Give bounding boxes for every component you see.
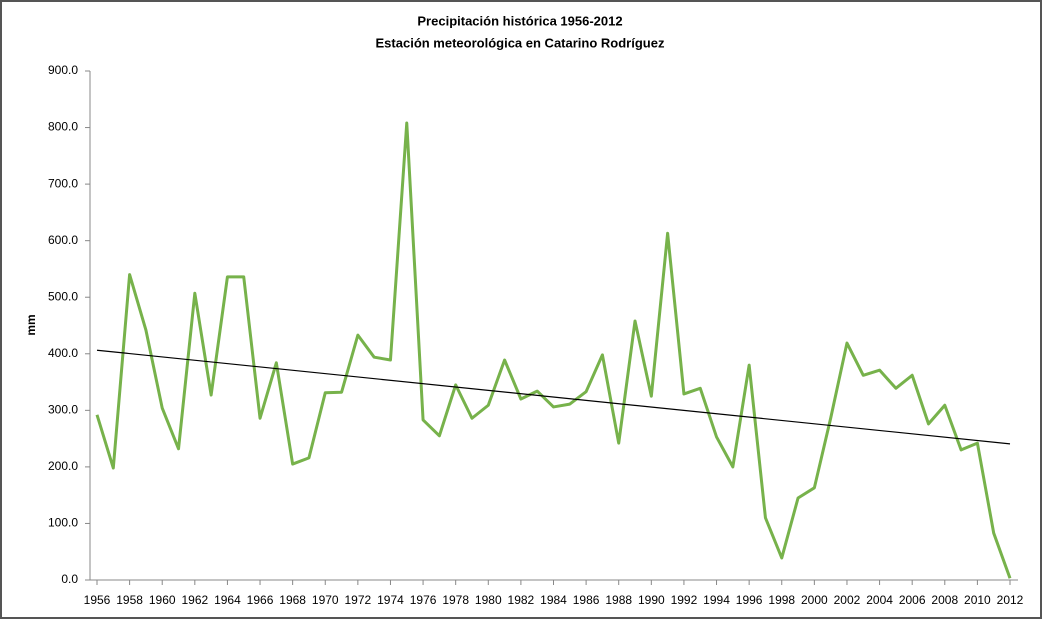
- y-tick-label: 300.0: [48, 403, 78, 417]
- x-tick-label: 2002: [834, 593, 861, 607]
- y-tick-label: 800.0: [48, 120, 78, 134]
- data-line: [95, 121, 1012, 579]
- x-tick-label: 1958: [116, 593, 143, 607]
- chart-title: Precipitación histórica 1956-2012: [417, 13, 622, 28]
- x-tick-label: 1966: [247, 593, 274, 607]
- x-tick-label: 1996: [736, 593, 763, 607]
- x-tick-label: 1970: [312, 593, 339, 607]
- y-tick-label: 200.0: [48, 459, 78, 473]
- x-tick-label: 1994: [703, 593, 730, 607]
- x-tick-label: 1968: [279, 593, 306, 607]
- x-tick-label: 1976: [410, 593, 437, 607]
- x-tick-label: 1972: [345, 593, 372, 607]
- x-tick-label: 2000: [801, 593, 828, 607]
- x-tick-label: 2008: [931, 593, 958, 607]
- x-tick-label: 1990: [638, 593, 665, 607]
- x-tick-label: 1964: [214, 593, 241, 607]
- x-tick-label: 1988: [605, 593, 632, 607]
- x-tick-label: 2006: [899, 593, 926, 607]
- y-tick-label: 900.0: [48, 63, 78, 77]
- x-tick-label: 1980: [475, 593, 502, 607]
- x-tick-label: 1992: [671, 593, 698, 607]
- y-tick-label: 0.0: [61, 572, 78, 586]
- chart-subtitle: Estación meteorológica en Catarino Rodrí…: [376, 35, 665, 50]
- x-tick-label: 2004: [866, 593, 893, 607]
- y-tick-label: 500.0: [48, 289, 78, 303]
- x-tick-label: 2010: [964, 593, 991, 607]
- x-tick-label: 2012: [997, 593, 1024, 607]
- x-tick-label: 1982: [508, 593, 535, 607]
- x-tick-label: 1962: [181, 593, 208, 607]
- x-tick-label: 1960: [149, 593, 176, 607]
- trendline: [96, 349, 1011, 445]
- x-tick-label: 1984: [540, 593, 567, 607]
- y-tick-label: 100.0: [48, 516, 78, 530]
- y-tick-label: 400.0: [48, 346, 78, 360]
- x-tick-label: 1956: [84, 593, 111, 607]
- x-tick-label: 1974: [377, 593, 404, 607]
- y-tick-label: 600.0: [48, 233, 78, 247]
- y-axis-label: mm: [24, 314, 38, 335]
- x-tick-label: 1986: [573, 593, 600, 607]
- x-tick-label: 1978: [442, 593, 469, 607]
- x-tick-label: 1998: [768, 593, 795, 607]
- y-tick-label: 700.0: [48, 176, 78, 190]
